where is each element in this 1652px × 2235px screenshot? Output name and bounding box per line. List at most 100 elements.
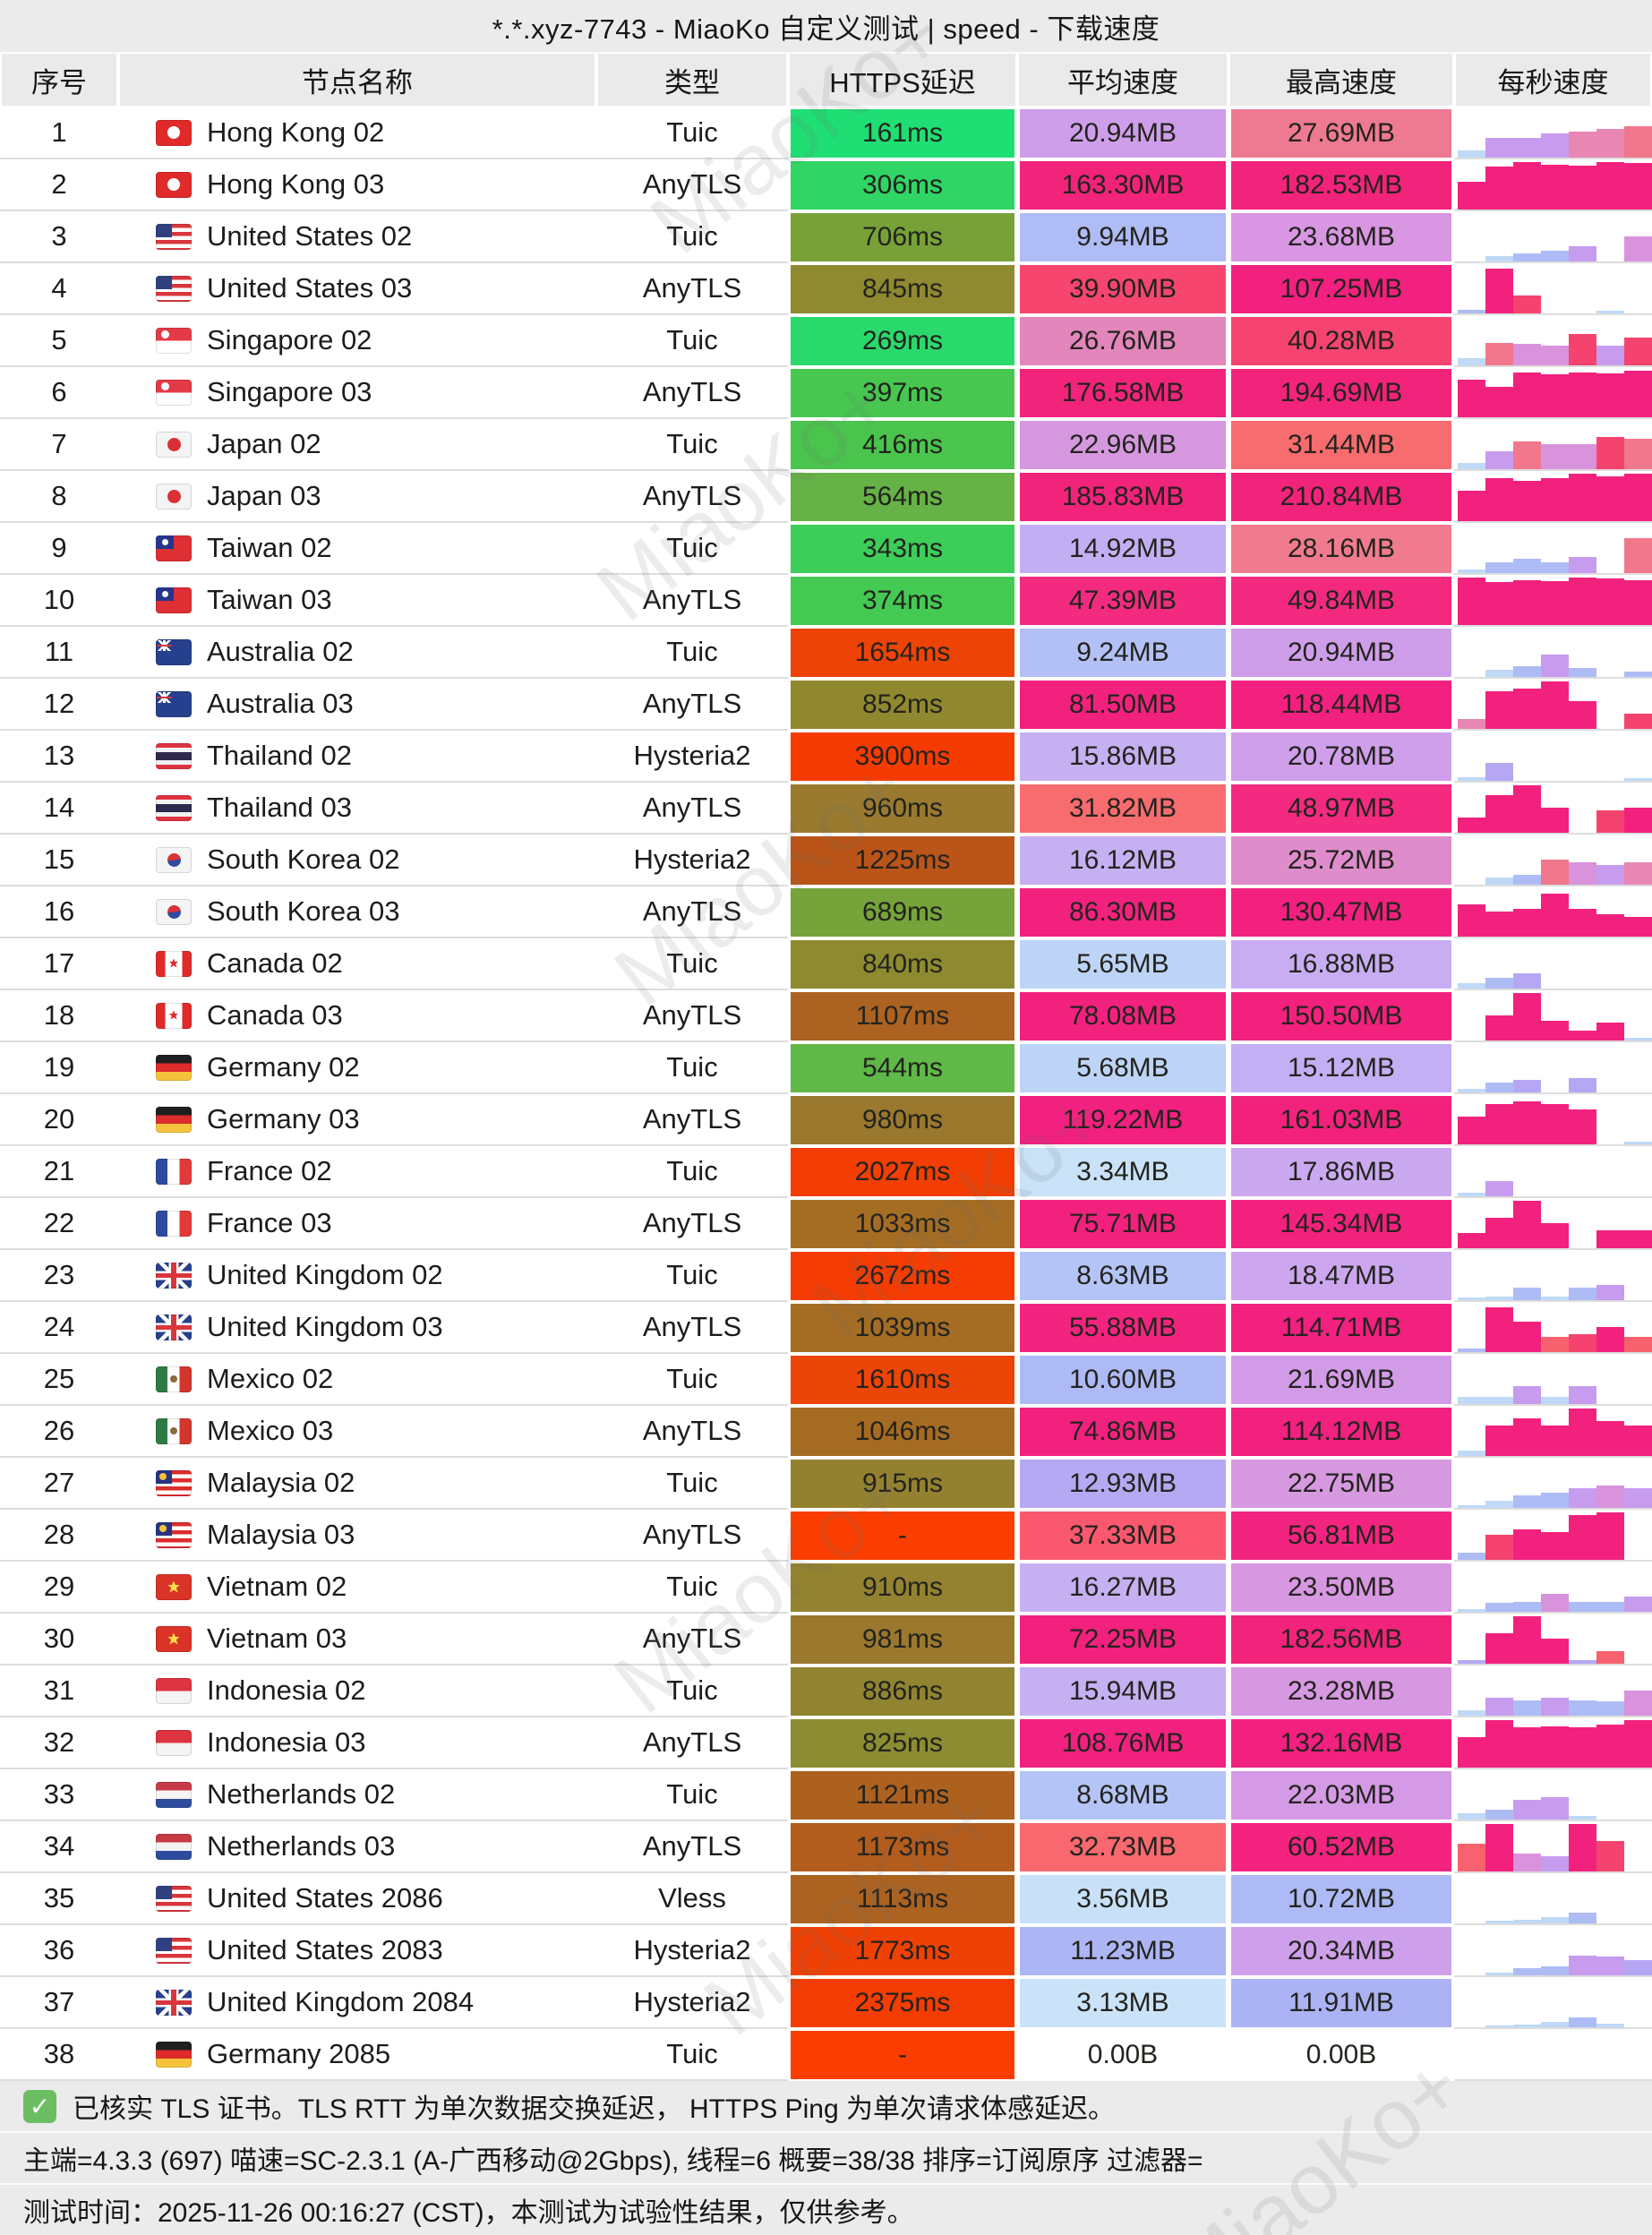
latency-cell-value: 825ms [791, 1719, 1014, 1768]
speed-bar [1485, 1810, 1513, 1820]
speed-bar [1569, 372, 1596, 417]
avg-speed-cell: 11.23MB [1017, 1925, 1228, 1977]
speed-bar [1569, 1109, 1596, 1144]
latency-cell-value: 1173ms [791, 1823, 1014, 1871]
row-number: 34 [0, 1821, 118, 1873]
speed-bar [1485, 691, 1513, 729]
table-row: 8 Japan 03 AnyTLS 564ms 185.83MB 210.84MB [0, 471, 1652, 523]
avg-speed-cell: 3.56MB [1017, 1873, 1228, 1925]
speed-bar [1485, 1297, 1513, 1300]
speed-bar [1458, 818, 1485, 833]
max-speed-cell: 161.03MB [1228, 1094, 1454, 1146]
speed-bar [1569, 1816, 1596, 1820]
table-row: 10 Taiwan 03 AnyTLS 374ms 47.39MB 49.84MB [0, 575, 1652, 627]
avg-speed-cell: 9.94MB [1017, 211, 1228, 263]
avg-speed-cell-value: 8.63MB [1020, 1252, 1226, 1300]
node-name: Mexico 03 [207, 1415, 334, 1446]
speed-bar [1541, 894, 1569, 937]
protocol-type: Tuic [596, 211, 788, 263]
max-speed-cell-value: 31.44MB [1231, 421, 1451, 469]
max-speed-cell-value: 27.69MB [1231, 109, 1451, 158]
speed-bar [1458, 358, 1485, 365]
max-speed-cell: 56.81MB [1228, 1510, 1454, 1562]
latency-cell: - [788, 2029, 1017, 2081]
speed-bar [1541, 655, 1569, 677]
node-name-cell: Taiwan 03 [118, 575, 596, 627]
max-speed-cell: 15.12MB [1228, 1042, 1454, 1094]
node-name: Australia 03 [207, 688, 354, 719]
jp-flag-icon [156, 483, 192, 510]
avg-speed-cell: 22.96MB [1017, 419, 1228, 471]
table-row: 5 Singapore 02 Tuic 269ms 26.76MB 40.28MB [0, 315, 1652, 367]
max-speed-cell: 107.25MB [1228, 263, 1454, 315]
avg-speed-cell-value: 74.86MB [1020, 1408, 1226, 1456]
latency-cell: 1039ms [788, 1302, 1017, 1354]
us-flag-icon [156, 223, 192, 250]
protocol-type: Tuic [596, 523, 788, 575]
latency-cell-value: 1773ms [791, 1927, 1014, 1975]
speed-bar [1458, 463, 1485, 469]
row-number: 13 [0, 731, 118, 783]
my-flag-icon [156, 1469, 192, 1496]
speed-bar [1569, 862, 1596, 885]
speed-bar [1541, 1021, 1569, 1040]
id-flag-icon [156, 1729, 192, 1756]
node-name-cell: Japan 03 [118, 471, 596, 523]
avg-speed-cell: 3.34MB [1017, 1146, 1228, 1198]
gb-flag-icon [156, 1314, 192, 1340]
speed-bar [1513, 441, 1541, 469]
max-speed-cell-value: 20.34MB [1231, 1927, 1451, 1975]
speed-bar [1541, 1532, 1569, 1560]
footer-config-line: 主端=4.3.3 (697) 喵速=SC-2.3.1 (A-广西移动@2Gbps… [0, 2131, 1652, 2183]
speed-bar [1458, 1813, 1485, 1820]
speed-bar [1596, 437, 1624, 469]
latency-cell: 915ms [788, 1458, 1017, 1510]
per-second-chart [1454, 1354, 1652, 1406]
max-speed-cell-value: 23.50MB [1231, 1563, 1451, 1612]
speed-bar [1541, 808, 1569, 833]
node-name-cell: United States 03 [118, 263, 596, 315]
node-name: Malaysia 03 [207, 1519, 355, 1550]
speed-bar [1569, 132, 1596, 158]
speed-bar [1458, 1737, 1485, 1768]
au-flag-icon [156, 690, 192, 717]
speed-bar [1624, 1038, 1652, 1040]
max-speed-cell-value: 40.28MB [1231, 317, 1451, 365]
speed-bar [1541, 1337, 1569, 1352]
speed-bar [1569, 334, 1596, 365]
avg-speed-cell: 32.73MB [1017, 1821, 1228, 1873]
latency-cell: 852ms [788, 679, 1017, 731]
max-speed-cell: 11.91MB [1228, 1977, 1454, 2029]
speed-bar [1596, 1421, 1624, 1456]
speed-bar [1541, 133, 1569, 158]
node-name-cell: Hong Kong 03 [118, 159, 596, 211]
table-row: 11 Australia 02 Tuic 1654ms 9.24MB 20.94MB [0, 627, 1652, 679]
speed-bar [1513, 138, 1541, 158]
protocol-type: AnyTLS [596, 1302, 788, 1354]
table-row: 35 United States 2086 Vless 1113ms 3.56MB 10.… [0, 1873, 1652, 1925]
latency-cell: 269ms [788, 315, 1017, 367]
per-second-chart [1454, 1769, 1652, 1821]
speed-bar [1485, 1633, 1513, 1664]
node-name-cell: Netherlands 02 [118, 1769, 596, 1821]
table-row: 3 United States 02 Tuic 706ms 9.94MB 23.68MB [0, 211, 1652, 263]
speed-bar [1485, 1603, 1513, 1612]
latency-cell-value: 1033ms [791, 1200, 1014, 1248]
latency-cell-value: 980ms [791, 1096, 1014, 1144]
latency-cell: 689ms [788, 886, 1017, 938]
per-second-chart [1454, 107, 1652, 159]
per-second-chart [1454, 1198, 1652, 1250]
row-number: 10 [0, 575, 118, 627]
speed-bar [1485, 1921, 1513, 1923]
speed-bar [1458, 1609, 1485, 1612]
protocol-type: AnyTLS [596, 367, 788, 419]
protocol-type: AnyTLS [596, 1406, 788, 1458]
avg-speed-cell-value: 0.00B [1087, 2040, 1159, 2069]
node-name: Australia 02 [207, 636, 354, 667]
speed-bar [1569, 1334, 1596, 1352]
avg-speed-cell: 8.63MB [1017, 1250, 1228, 1302]
latency-cell: 1173ms [788, 1821, 1017, 1873]
avg-speed-cell: 74.86MB [1017, 1406, 1228, 1458]
table-row: 9 Taiwan 02 Tuic 343ms 14.92MB 28.16MB [0, 523, 1652, 575]
fr-flag-icon [156, 1210, 192, 1237]
